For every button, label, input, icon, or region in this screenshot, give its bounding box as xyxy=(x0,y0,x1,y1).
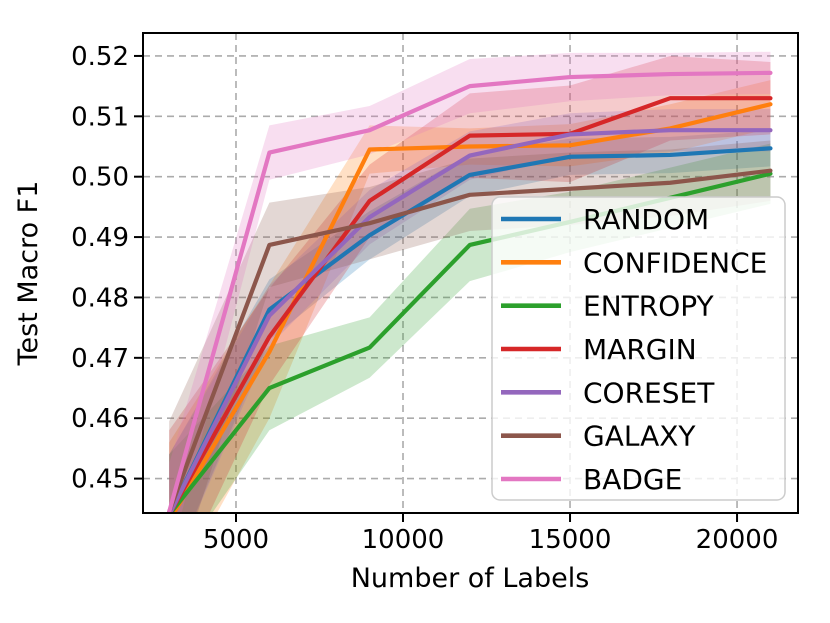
series-line-galaxy xyxy=(167,168,773,513)
legend-label-galaxy: GALAXY xyxy=(583,420,696,453)
legend-item-entropy: ENTROPY xyxy=(501,290,715,323)
series-line-coreset xyxy=(167,128,773,513)
series-line-badge xyxy=(167,70,773,513)
x-tick-label-10000: 10000 xyxy=(362,525,445,555)
series-line-random xyxy=(167,146,773,513)
legend-item-coreset: CORESET xyxy=(501,376,715,409)
legend-item-random: RANDOM xyxy=(501,203,709,236)
x-axis-label: Number of Labels xyxy=(351,563,590,594)
series-line-margin xyxy=(167,96,773,513)
y-tick-label-0.52: 0.52 xyxy=(71,42,129,72)
legend-item-margin: MARGIN xyxy=(501,333,697,366)
legend-label-coreset: CORESET xyxy=(583,376,715,409)
legend-label-confidence: CONFIDENCE xyxy=(583,246,767,279)
x-tick-label-5000: 5000 xyxy=(203,525,269,555)
series-band-random xyxy=(169,130,771,513)
y-tick-label-0.46: 0.46 xyxy=(71,404,129,434)
legend-item-confidence: CONFIDENCE xyxy=(501,246,767,279)
plot-area: 0.45 0.46 0.47 0.48 0.49 0.50 0.51 0.52 5000 1000… xyxy=(71,32,799,555)
y-tick-label-0.47: 0.47 xyxy=(71,344,129,374)
y-tick-label-0.48: 0.48 xyxy=(71,283,129,313)
legend: RANDOM CONFIDENCE ENTROPY MARGIN CORESET GALA… xyxy=(491,196,786,501)
y-tick-label-0.51: 0.51 xyxy=(71,102,129,132)
legend-item-galaxy: GALAXY xyxy=(501,420,696,453)
legend-item-badge: BADGE xyxy=(501,463,682,496)
x-tick-label-20000: 20000 xyxy=(696,525,779,555)
y-axis-label: Test Macro F1 xyxy=(13,181,44,367)
legend-box xyxy=(491,196,786,501)
y-tick-label-0.45: 0.45 xyxy=(71,465,129,495)
y-tick-label-0.50: 0.50 xyxy=(71,163,129,193)
x-tick-label-15000: 15000 xyxy=(529,525,612,555)
legend-label-entropy: ENTROPY xyxy=(583,290,715,323)
axis-ticks: 0.45 0.46 0.47 0.48 0.49 0.50 0.51 0.52 5000 1000… xyxy=(71,42,778,555)
legend-label-random: RANDOM xyxy=(583,203,709,236)
series-lines xyxy=(167,70,773,513)
y-tick-label-0.49: 0.49 xyxy=(71,223,129,253)
legend-label-margin: MARGIN xyxy=(583,333,697,366)
plot-frame xyxy=(142,32,799,514)
legend-label-badge: BADGE xyxy=(583,463,682,496)
